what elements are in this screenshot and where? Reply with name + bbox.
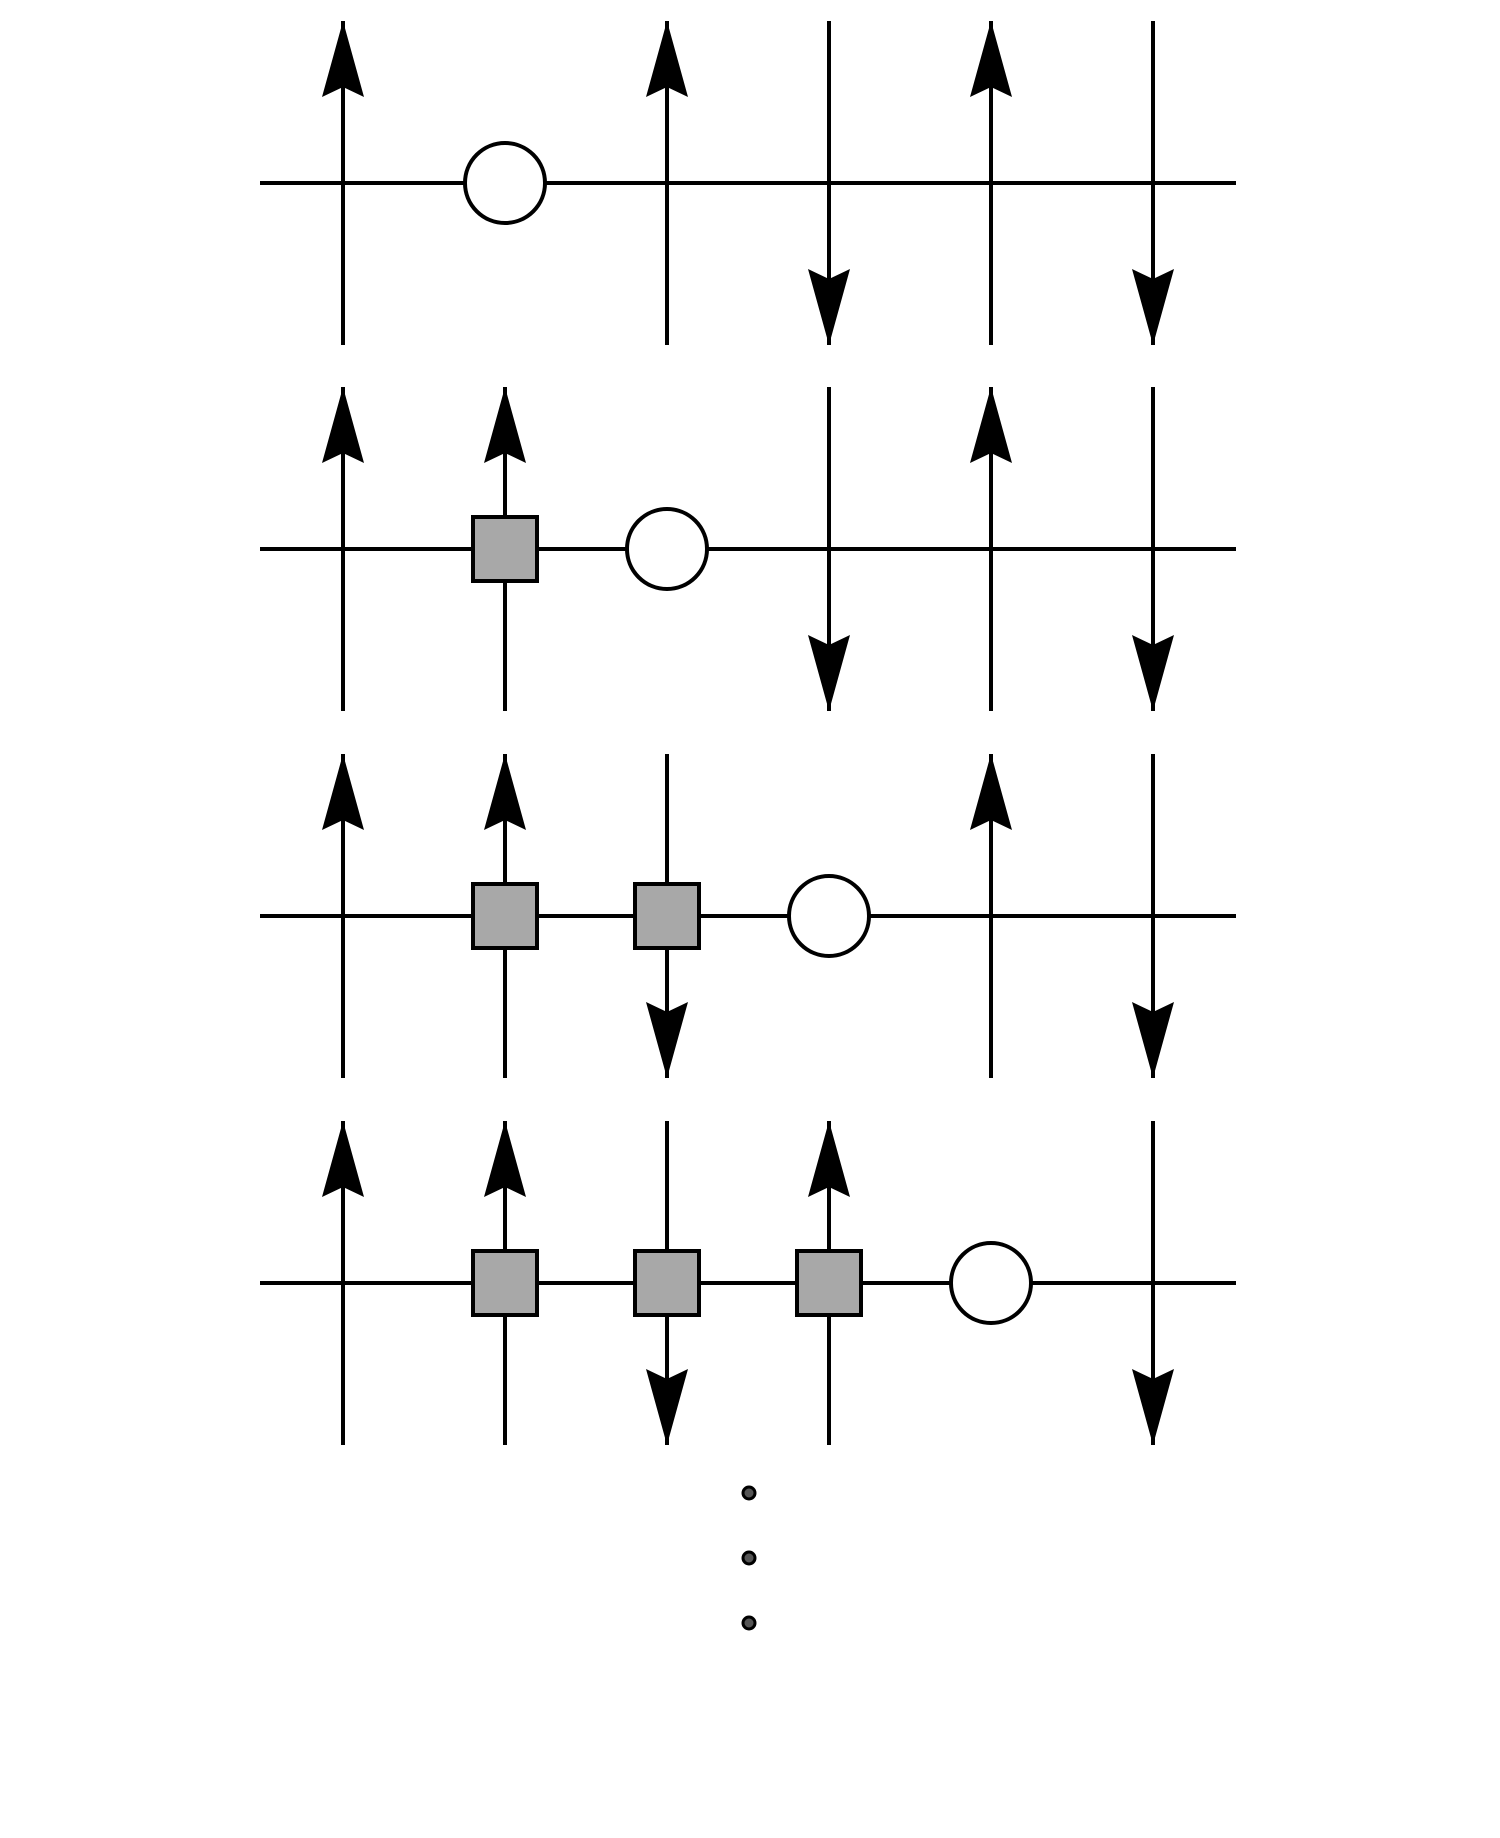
gray-box <box>633 1249 701 1317</box>
spin-up-arrowhead <box>484 387 526 463</box>
spin-down-arrowhead <box>1132 635 1174 711</box>
spin-up-arrowhead <box>970 754 1012 830</box>
spin-down-arrowhead <box>646 1369 688 1445</box>
continuation-dot <box>741 1615 757 1631</box>
continuation-dots <box>741 1485 757 1631</box>
row-4 <box>260 1121 1236 1445</box>
spin-up-arrowhead <box>322 21 364 97</box>
gray-box <box>633 882 701 950</box>
gray-box <box>471 882 539 950</box>
spin-up-arrowhead <box>484 754 526 830</box>
continuation-dot <box>741 1485 757 1501</box>
gray-box <box>471 1249 539 1317</box>
spin-down-arrowhead <box>646 1002 688 1078</box>
continuation-dot <box>741 1550 757 1566</box>
hole-circle <box>625 507 709 591</box>
gray-box <box>795 1249 863 1317</box>
diagram-rows <box>260 21 1236 1445</box>
spin-down-arrowhead <box>808 269 850 345</box>
hole-circle <box>463 141 547 225</box>
spin-up-arrowhead <box>970 21 1012 97</box>
spin-up-arrowhead <box>808 1121 850 1197</box>
spin-up-arrowhead <box>322 754 364 830</box>
spin-up-arrowhead <box>322 1121 364 1197</box>
gray-box <box>471 515 539 583</box>
row-3 <box>260 754 1236 1078</box>
spin-down-arrowhead <box>1132 1002 1174 1078</box>
spin-down-arrowhead <box>808 635 850 711</box>
spin-down-arrowhead <box>1132 1369 1174 1445</box>
spin-up-arrowhead <box>322 387 364 463</box>
row-1 <box>260 21 1236 345</box>
spin-up-arrowhead <box>970 387 1012 463</box>
hole-circle <box>787 874 871 958</box>
row-2 <box>260 387 1236 711</box>
spin-up-arrowhead <box>484 1121 526 1197</box>
hole-circle <box>949 1241 1033 1325</box>
spin-up-arrowhead <box>646 21 688 97</box>
spin-down-arrowhead <box>1132 269 1174 345</box>
